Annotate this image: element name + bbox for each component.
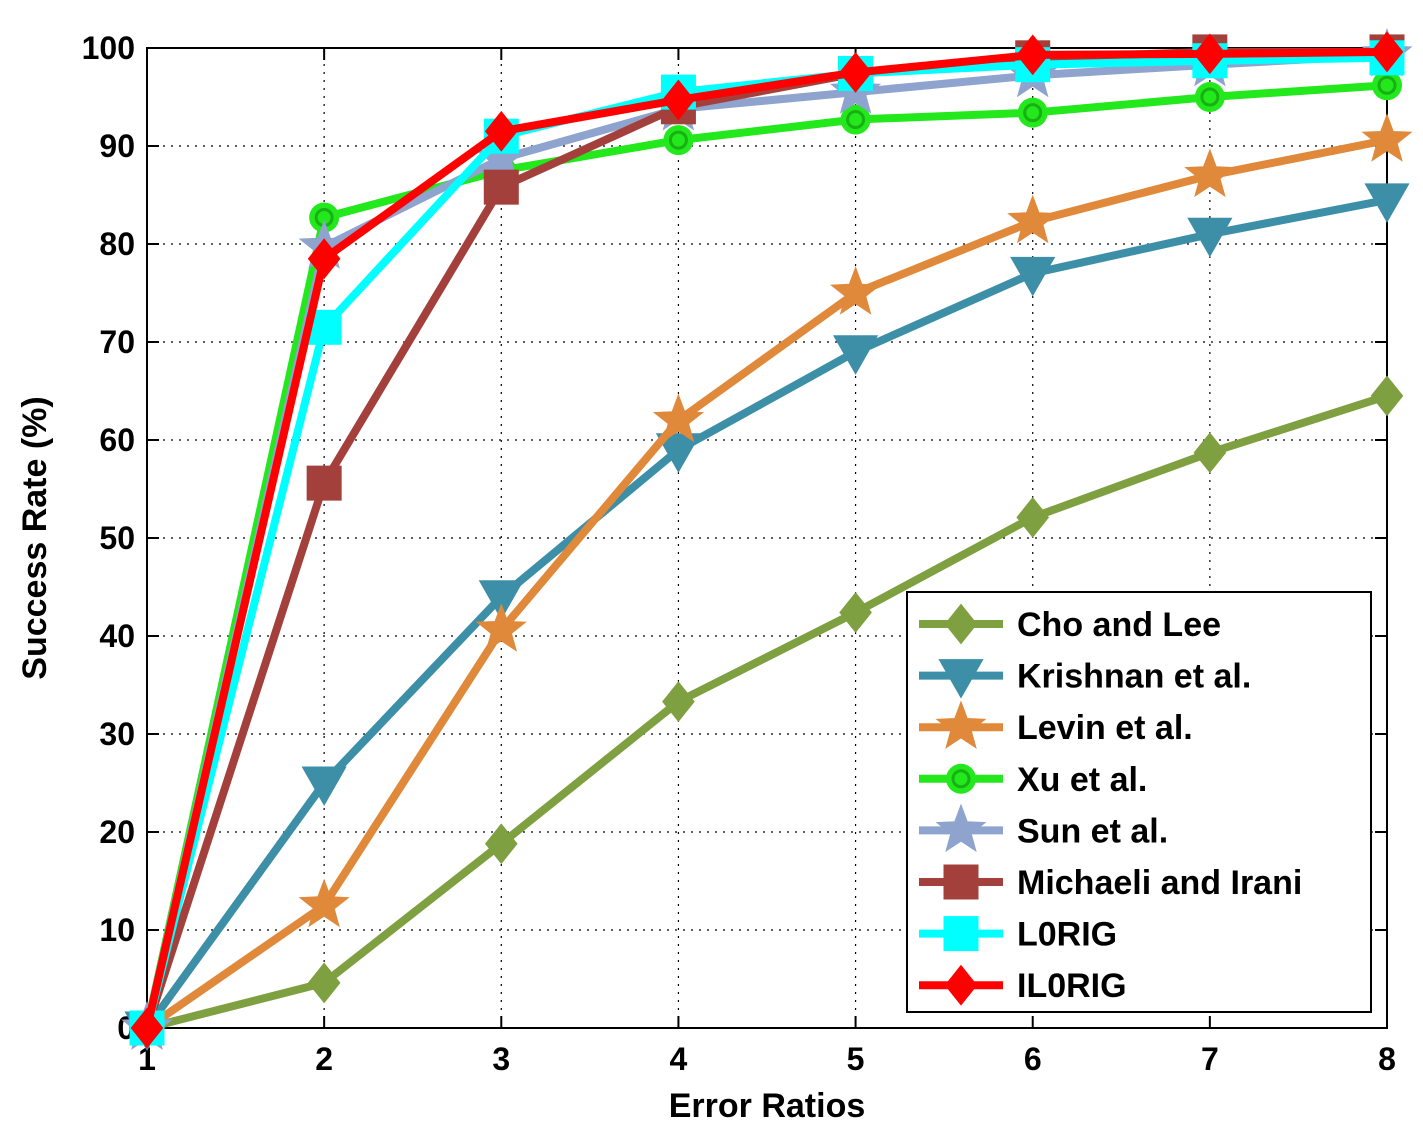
legend-label: Michaeli and Irani xyxy=(1017,864,1302,902)
data-point xyxy=(1007,194,1059,244)
data-point xyxy=(1187,217,1233,258)
y-tick-label: 90 xyxy=(99,128,135,164)
data-point xyxy=(298,878,350,928)
legend-marker-inner xyxy=(951,769,971,789)
data-point xyxy=(130,1007,164,1049)
data-point xyxy=(306,465,342,501)
data-point xyxy=(655,433,702,473)
x-tick-label: 1 xyxy=(138,1041,156,1077)
series xyxy=(121,28,1413,1052)
data-point xyxy=(1361,113,1413,162)
data-point xyxy=(478,580,524,620)
data-point-inner xyxy=(846,110,866,130)
legend-marker xyxy=(935,803,987,853)
data-point xyxy=(652,393,705,443)
legend-label: L0RIG xyxy=(1017,916,1117,954)
legend-label: Sun et al. xyxy=(1017,812,1168,850)
data-point xyxy=(475,603,527,652)
series-line xyxy=(144,136,1388,1032)
series-2 xyxy=(124,183,1410,1052)
legend: Cho and Lee Krishnan et al. Levin et al. Xu… xyxy=(906,591,1372,1013)
series-line xyxy=(143,195,1388,1031)
x-tick-label: 3 xyxy=(492,1041,510,1077)
y-tick-label: 20 xyxy=(99,814,135,850)
data-point xyxy=(1370,31,1404,73)
legend-marker xyxy=(938,659,984,699)
data-point xyxy=(483,169,519,205)
data-point xyxy=(662,79,695,121)
y-tick-label: 50 xyxy=(99,520,135,556)
data-point xyxy=(1193,33,1227,75)
data-point xyxy=(307,238,341,280)
legend-box xyxy=(906,591,1372,1013)
x-axis-label: Error Ratios xyxy=(669,1087,866,1125)
y-tick-label: 100 xyxy=(82,30,135,66)
data-point-inner xyxy=(668,130,688,150)
data-point xyxy=(1017,97,1048,128)
legend-label: Xu et al. xyxy=(1017,761,1147,799)
legend-marker xyxy=(944,964,978,1006)
series-1 xyxy=(130,375,1404,1049)
x-tick-label: 2 xyxy=(315,1041,333,1077)
y-tick-label: 40 xyxy=(99,618,135,654)
series-line xyxy=(143,50,1388,1029)
data-point xyxy=(1016,34,1050,76)
legend-marker xyxy=(943,916,979,952)
legend-marker xyxy=(943,864,979,900)
x-tick-label: 7 xyxy=(1201,1041,1219,1077)
data-point xyxy=(1193,432,1227,474)
legend-marker xyxy=(944,603,978,645)
y-tick-label: 30 xyxy=(99,716,135,752)
series-line xyxy=(143,47,1388,1029)
legend-label: IL0RIG xyxy=(1017,967,1127,1005)
data-point xyxy=(1184,148,1236,198)
y-tick-label: 70 xyxy=(99,324,135,360)
legend-label: Cho and Lee xyxy=(1017,606,1221,644)
x-tick-label: 6 xyxy=(1024,1041,1042,1077)
data-point xyxy=(829,266,882,315)
y-tick-label: 10 xyxy=(99,912,135,948)
data-point xyxy=(1016,497,1050,538)
data-point xyxy=(839,52,872,93)
legend-label: Krishnan et al. xyxy=(1017,658,1251,696)
y-tick-label: 60 xyxy=(99,422,135,458)
data-point xyxy=(484,823,518,865)
data-point xyxy=(839,592,872,633)
series-3 xyxy=(121,113,1413,1050)
data-point xyxy=(1194,82,1225,112)
y-tick-label: 80 xyxy=(99,226,135,262)
series-line xyxy=(146,392,1389,1032)
data-point xyxy=(840,104,871,135)
x-tick-label: 4 xyxy=(670,1041,688,1077)
data-point-inner xyxy=(1377,75,1397,95)
data-point xyxy=(663,125,694,156)
data-point-inner xyxy=(1023,103,1043,123)
legend-marker xyxy=(946,763,976,794)
data-point xyxy=(832,335,879,375)
series-8 xyxy=(130,31,1404,1049)
x-tick-label: 8 xyxy=(1378,1041,1396,1077)
x-tick-label: 5 xyxy=(847,1041,865,1077)
data-point-inner xyxy=(1200,87,1220,107)
y-axis-label: Success Rate (%) xyxy=(16,396,54,679)
data-point xyxy=(484,110,518,152)
data-point xyxy=(662,681,695,723)
legend-label: Levin et al. xyxy=(1017,709,1193,747)
data-point xyxy=(1370,375,1404,417)
data-point xyxy=(301,766,347,807)
data-point xyxy=(307,962,341,1004)
series-line xyxy=(143,81,1388,1029)
data-point xyxy=(1364,183,1410,223)
data-point xyxy=(1010,256,1056,297)
data-point xyxy=(309,202,340,233)
legend-marker xyxy=(935,700,987,749)
data-point xyxy=(1372,70,1402,101)
